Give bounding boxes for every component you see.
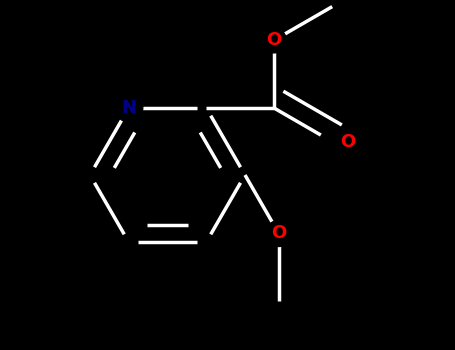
- Text: N: N: [121, 99, 136, 117]
- Text: O: O: [271, 224, 286, 243]
- Text: O: O: [340, 133, 355, 150]
- Circle shape: [261, 28, 286, 53]
- Circle shape: [320, 129, 345, 154]
- Text: O: O: [266, 32, 281, 49]
- Circle shape: [266, 220, 292, 246]
- Circle shape: [115, 94, 143, 122]
